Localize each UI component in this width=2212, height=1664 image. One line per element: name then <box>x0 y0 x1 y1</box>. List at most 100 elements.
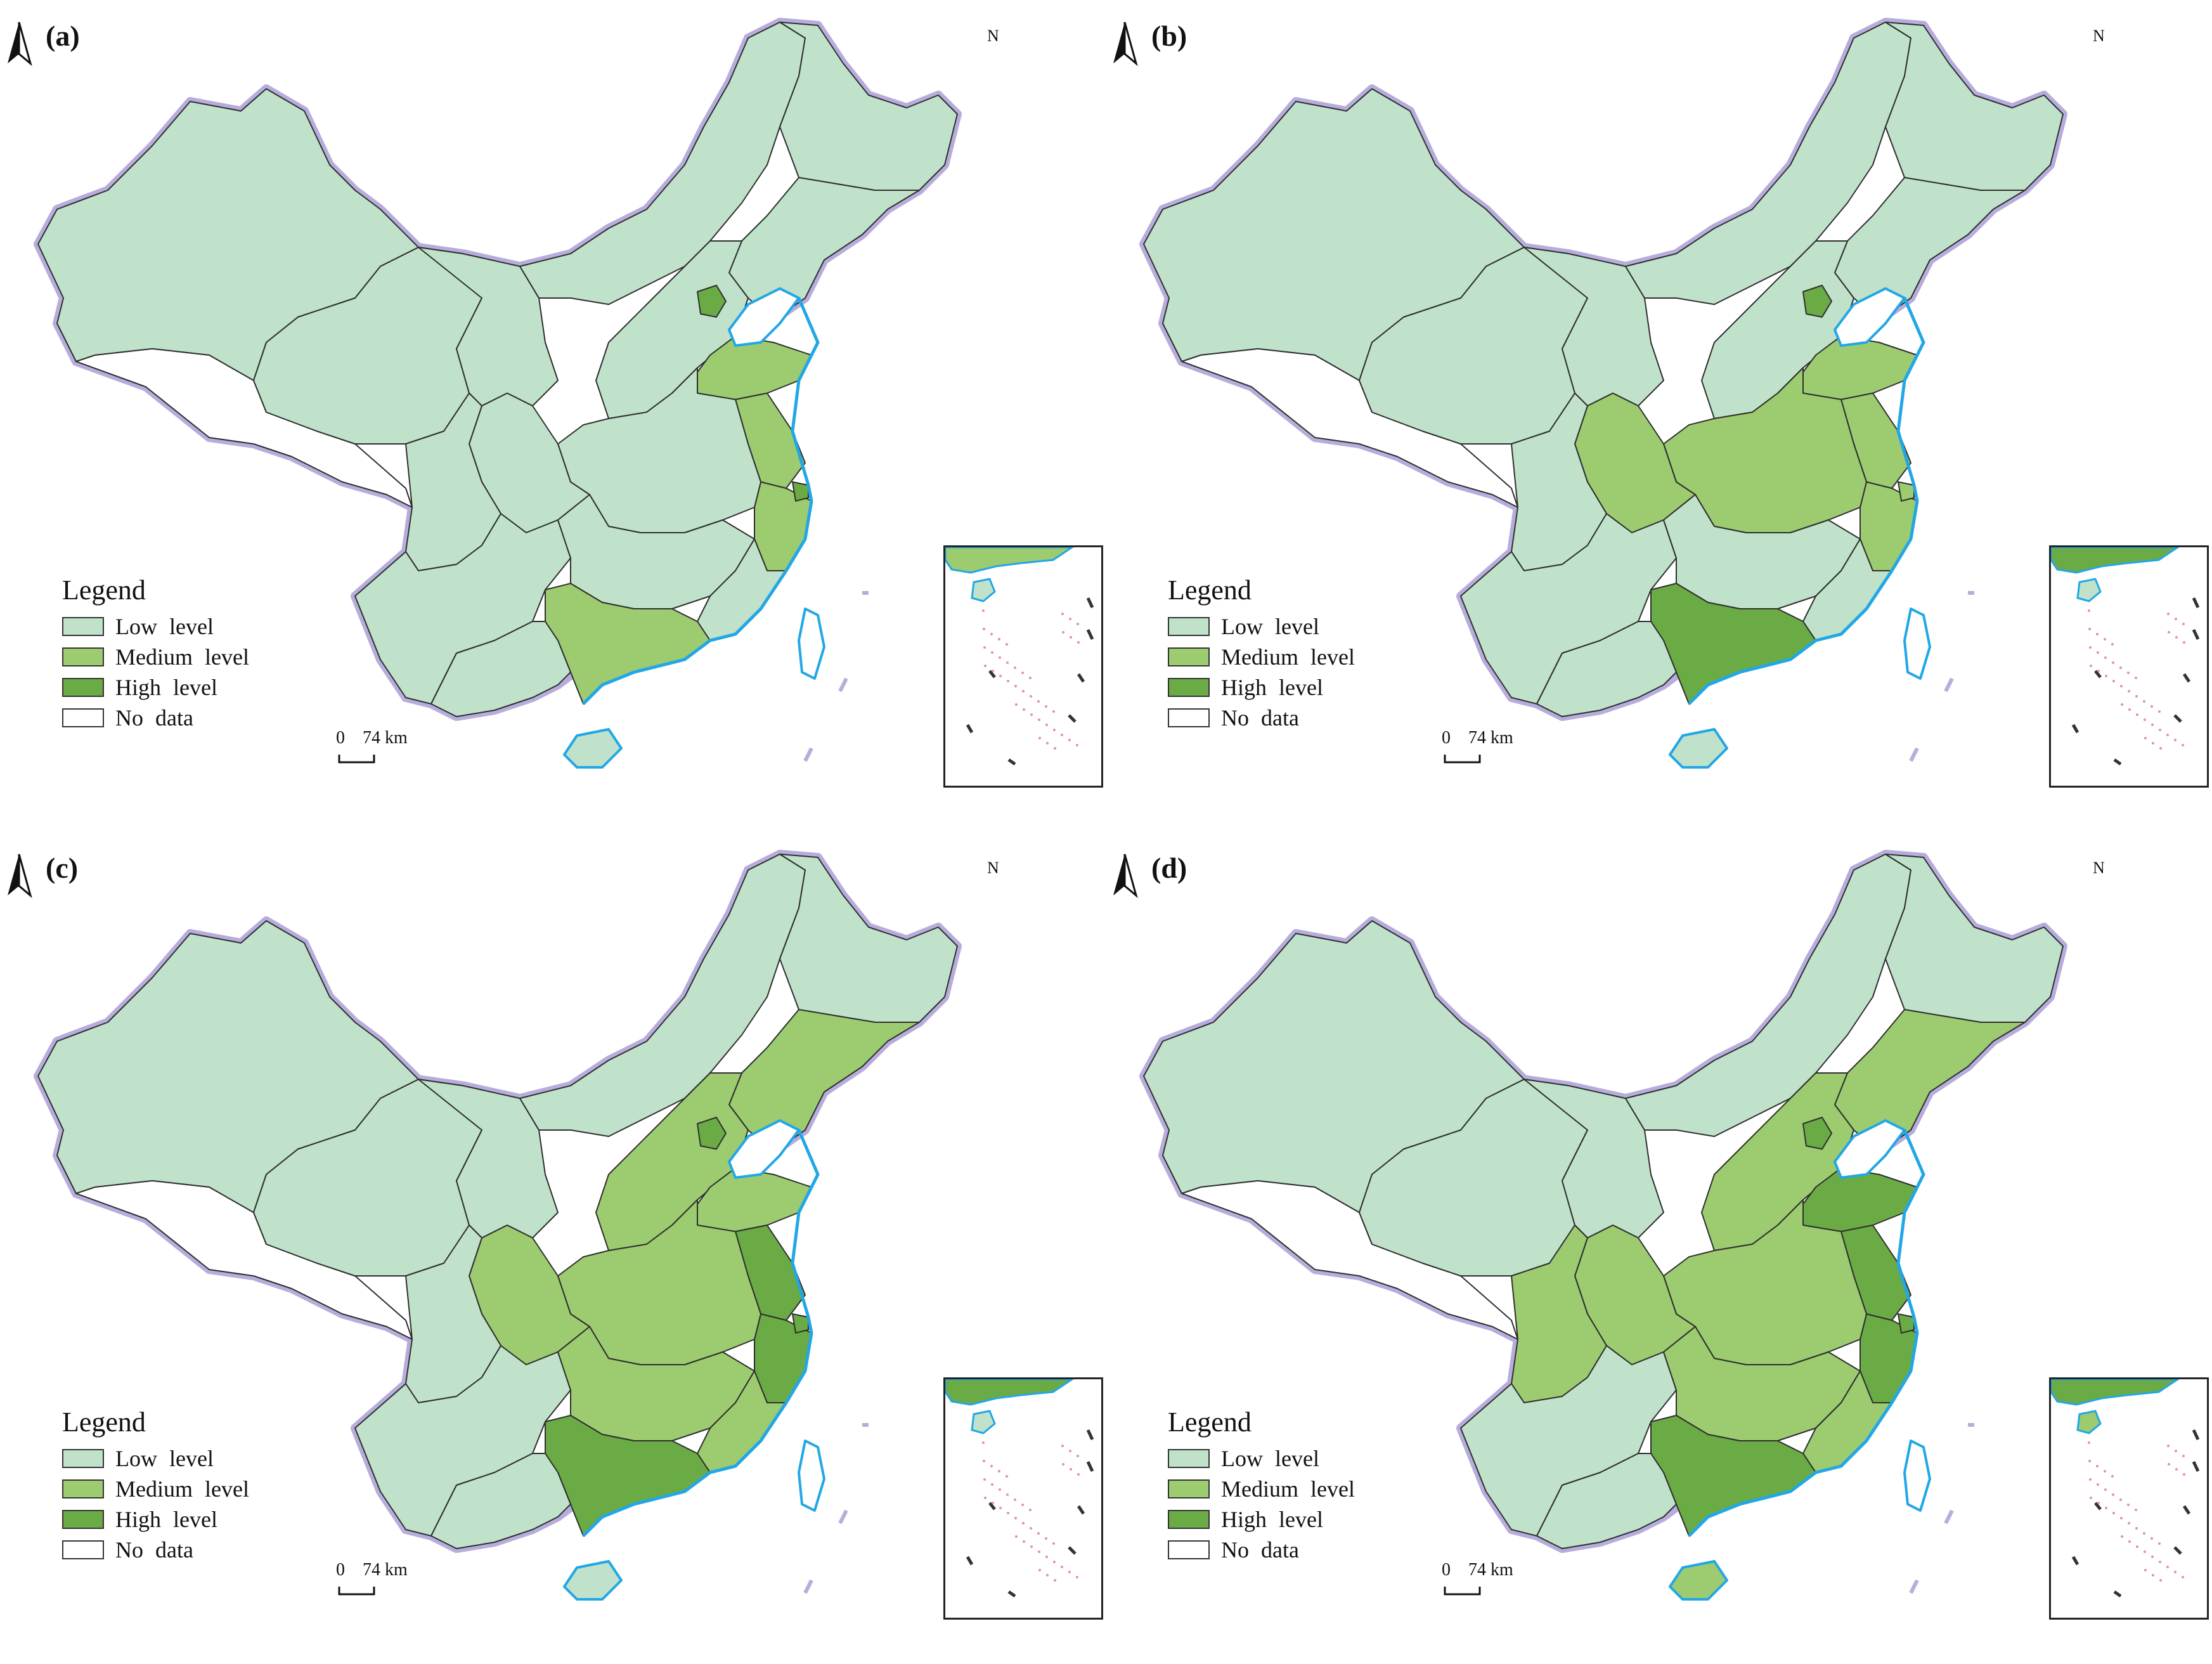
south-china-sea-inset <box>943 1377 1103 1620</box>
region-guangxi <box>1536 1453 1677 1549</box>
legend-swatch <box>62 617 104 636</box>
scale-zero-label: 0 <box>1442 728 1451 748</box>
legend-item: High level <box>1168 1504 1355 1535</box>
coastline <box>582 1129 820 1537</box>
bohai-sea <box>1833 1119 1907 1180</box>
legend-swatch <box>1168 1540 1210 1559</box>
north-label: N <box>987 859 999 877</box>
region-heilongjiang <box>1885 854 2064 1023</box>
legend-item: Low level <box>62 611 249 642</box>
legend-item: Medium level <box>1168 642 1355 672</box>
legend-label: No data <box>1221 705 1299 731</box>
legend-swatch <box>62 1540 104 1559</box>
inset-map <box>2051 547 2200 766</box>
maritime-boundary-dash <box>803 747 813 762</box>
map-panel-d: (d) N Legend Low level Medium level High leve… <box>1106 832 2211 1664</box>
legend-label: High level <box>115 1507 217 1532</box>
legend-swatch <box>1168 1449 1210 1468</box>
maritime-boundary-dash <box>838 1509 848 1524</box>
region-hainan <box>563 1560 623 1601</box>
legend-label: Low level <box>1221 614 1319 639</box>
region-beijing <box>1802 285 1832 318</box>
legend-item: No data <box>1168 703 1355 733</box>
legend-item: High level <box>62 1504 249 1535</box>
region-beijing <box>1802 1117 1832 1150</box>
north-arrow-icon <box>8 22 32 67</box>
scale-bar <box>338 755 375 764</box>
scale-zero-label: 0 <box>336 728 345 748</box>
legend-item: Medium level <box>1168 1474 1355 1504</box>
coastline <box>1688 297 1925 705</box>
region-yunnan-guizhou <box>354 1345 571 1537</box>
china-map <box>34 850 962 1601</box>
region-beijing <box>697 285 727 318</box>
legend-label: High level <box>1221 675 1323 700</box>
north-label: N <box>2093 859 2105 877</box>
bohai-sea <box>727 1119 801 1180</box>
region-tibet <box>1181 348 1518 508</box>
region-heilongjiang <box>779 22 958 191</box>
china-map <box>1139 18 2067 769</box>
map-panel-c: (c) N Legend Low level Medium level High leve… <box>0 832 1106 1664</box>
panel-label: (d) <box>1151 852 1187 884</box>
region-taiwan <box>798 1440 825 1512</box>
legend-item: Medium level <box>62 1474 249 1504</box>
legend-label: High level <box>115 675 217 700</box>
legend: Legend Low level Medium level High level No … <box>1168 574 1355 733</box>
legend-label: No data <box>1221 1537 1299 1563</box>
legend-label: No data <box>115 705 193 731</box>
legend-label: No data <box>115 1537 193 1563</box>
region-yunnan-guizhou <box>1460 513 1677 705</box>
region-shanghai <box>792 1313 809 1334</box>
legend: Legend Low level Medium level High level No … <box>1168 1406 1355 1565</box>
region-beijing <box>697 1117 727 1150</box>
legend-item: No data <box>62 1535 249 1565</box>
north-label: N <box>987 27 999 45</box>
region-hainan <box>1669 728 1728 769</box>
legend-label: Low level <box>115 1446 214 1471</box>
north-arrow-icon <box>8 854 32 899</box>
legend-label: Medium level <box>115 1476 249 1502</box>
legend-swatch <box>1168 708 1210 727</box>
legend-label: Low level <box>115 614 214 639</box>
north-arrow-icon <box>1113 854 1138 899</box>
region-tibet <box>1181 1180 1518 1340</box>
region-yunnan-guizhou <box>354 513 571 705</box>
maritime-boundary-dash <box>838 677 848 692</box>
south-china-sea-inset <box>943 545 1103 788</box>
legend-swatch <box>62 1510 104 1529</box>
legend-swatch <box>1168 647 1210 666</box>
scale-zero-label: 0 <box>336 1560 345 1580</box>
legend-item: No data <box>62 703 249 733</box>
coastline <box>582 297 820 705</box>
china-map <box>1139 850 2067 1601</box>
maritime-boundary-dash <box>1909 747 1919 762</box>
legend-label: Medium level <box>115 644 249 670</box>
region-taiwan <box>798 608 825 680</box>
map-panel-b: (b) N Legend Low level Medium level High leve… <box>1106 0 2211 832</box>
scale-bar <box>1444 1587 1481 1596</box>
scale-distance-label: 74 km <box>363 1560 408 1580</box>
region-guangxi <box>430 621 571 717</box>
south-china-sea-inset <box>2049 545 2209 788</box>
legend-item: Low level <box>1168 611 1355 642</box>
panel-label: (a) <box>46 20 80 52</box>
scale-zero-label: 0 <box>1442 1560 1451 1580</box>
legend: Legend Low level Medium level High level No … <box>62 1406 249 1565</box>
legend-swatch <box>1168 1510 1210 1529</box>
map-panel-a: (a) N Legend Low level Medium level High leve… <box>0 0 1106 832</box>
legend-item: No data <box>1168 1535 1355 1565</box>
region-shanghai <box>792 481 809 502</box>
north-label: N <box>2093 27 2105 45</box>
legend-title: Legend <box>62 575 146 606</box>
region-tibet <box>75 1180 413 1340</box>
panel-label: (c) <box>46 852 79 884</box>
china-map <box>34 18 962 769</box>
legend-item: Medium level <box>62 642 249 672</box>
scale-distance-label: 74 km <box>1468 1560 1513 1580</box>
region-hainan <box>563 728 623 769</box>
inset-map <box>2051 1379 2200 1598</box>
legend-swatch <box>1168 617 1210 636</box>
south-china-sea-inset <box>2049 1377 2209 1620</box>
legend-swatch <box>1168 1479 1210 1498</box>
